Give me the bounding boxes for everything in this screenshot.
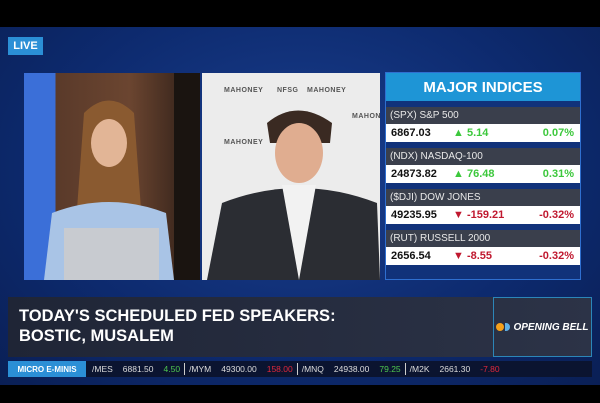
headline-line-1: TODAY'S SCHEDULED FED SPEAKERS: (19, 307, 336, 325)
ticker-chg: 4.50 (163, 364, 181, 374)
ticker-sym: /MYM (189, 364, 212, 374)
ticker-sym: /MES (92, 364, 113, 374)
ticker-divider (296, 363, 298, 375)
index-name: (NDX) NASDAQ-100 (386, 148, 580, 165)
ticker-divider (184, 363, 186, 375)
ticker-price: 49300.00 (221, 364, 257, 374)
triangle-down-icon: ▼ (453, 250, 464, 262)
show-logo: OPENING BELL (493, 297, 592, 357)
triangle-down-icon: ▼ (453, 209, 464, 221)
logo-dot-icon (496, 323, 505, 331)
index-name: (SPX) S&P 500 (386, 107, 580, 124)
video-feed-anchor (24, 73, 200, 280)
index-change: -159.21 (466, 209, 505, 221)
headline-line-2: BOSTIC, MUSALEM (19, 327, 174, 345)
backdrop-logo: MAHONEY (307, 87, 347, 94)
index-change: 76.48 (466, 168, 495, 180)
index-price: 2656.54 (391, 250, 431, 262)
index-name: ($DJI) DOW JONES (386, 189, 580, 206)
video-feed-guest: MAHONEY MAHONEY NFSG MAHONEY MAHONEY (202, 73, 380, 280)
lower-third: TODAY'S SCHEDULED FED SPEAKERS: BOSTIC, … (8, 297, 592, 357)
backdrop-logo-small: NFSG (277, 87, 299, 94)
index-row: ($DJI) DOW JONES 49235.95 ▼ -159.21 -0.3… (386, 189, 580, 224)
ticker-chg: 79.25 (379, 364, 401, 374)
index-row: (RUT) RUSSELL 2000 2656.54 ▼ -8.55 -0.32… (386, 230, 580, 265)
index-price: 24873.82 (391, 168, 437, 180)
index-percent: -0.32% (539, 209, 574, 221)
ticker-price: 24938.00 (333, 364, 370, 374)
ticker-chg: -7.80 (480, 364, 500, 374)
ticker-divider (404, 363, 406, 375)
logo-ring-icon (505, 323, 511, 331)
ticker-chg: 158.00 (266, 364, 293, 374)
show-name: OPENING BELL (513, 321, 589, 333)
backdrop-logo: MAHONEY (352, 113, 380, 120)
index-change: 5.14 (466, 127, 489, 139)
major-indices-panel: MAJOR INDICES (SPX) S&P 500 6867.03 ▲ 5.… (385, 72, 581, 280)
index-percent: 0.31% (542, 168, 574, 180)
headline: TODAY'S SCHEDULED FED SPEAKERS: BOSTIC, … (19, 306, 336, 346)
index-row: (NDX) NASDAQ-100 24873.82 ▲ 76.48 0.31% (386, 148, 580, 183)
triangle-up-icon: ▲ (453, 127, 464, 139)
ticker-price: 2661.30 (439, 364, 471, 374)
backdrop-logo: MAHONEY (224, 87, 264, 94)
index-price: 6867.03 (391, 127, 431, 139)
index-percent: 0.07% (542, 127, 574, 139)
index-row: (SPX) S&P 500 6867.03 ▲ 5.14 0.07% (386, 107, 580, 142)
live-badge: LIVE (8, 37, 43, 55)
index-name: (RUT) RUSSELL 2000 (386, 230, 580, 247)
index-change: -8.55 (466, 250, 493, 262)
ticker-price: 6881.50 (122, 364, 154, 374)
index-price: 49235.95 (391, 209, 437, 221)
ticker-bar: MICRO E-MINIS /MES 6881.50 4.50/MYM 49300.0… (8, 361, 592, 377)
ticker-sym: /M2K (409, 364, 430, 374)
anchor-silhouette (44, 73, 200, 280)
guest-silhouette (207, 110, 380, 280)
triangle-up-icon: ▲ (453, 168, 464, 180)
ticker-sym: /MNQ (301, 364, 324, 374)
backdrop-logo: MAHONEY (224, 139, 264, 146)
index-percent: -0.32% (539, 250, 574, 262)
ticker-label: MICRO E-MINIS (8, 361, 86, 377)
panel-title: MAJOR INDICES (386, 73, 580, 101)
